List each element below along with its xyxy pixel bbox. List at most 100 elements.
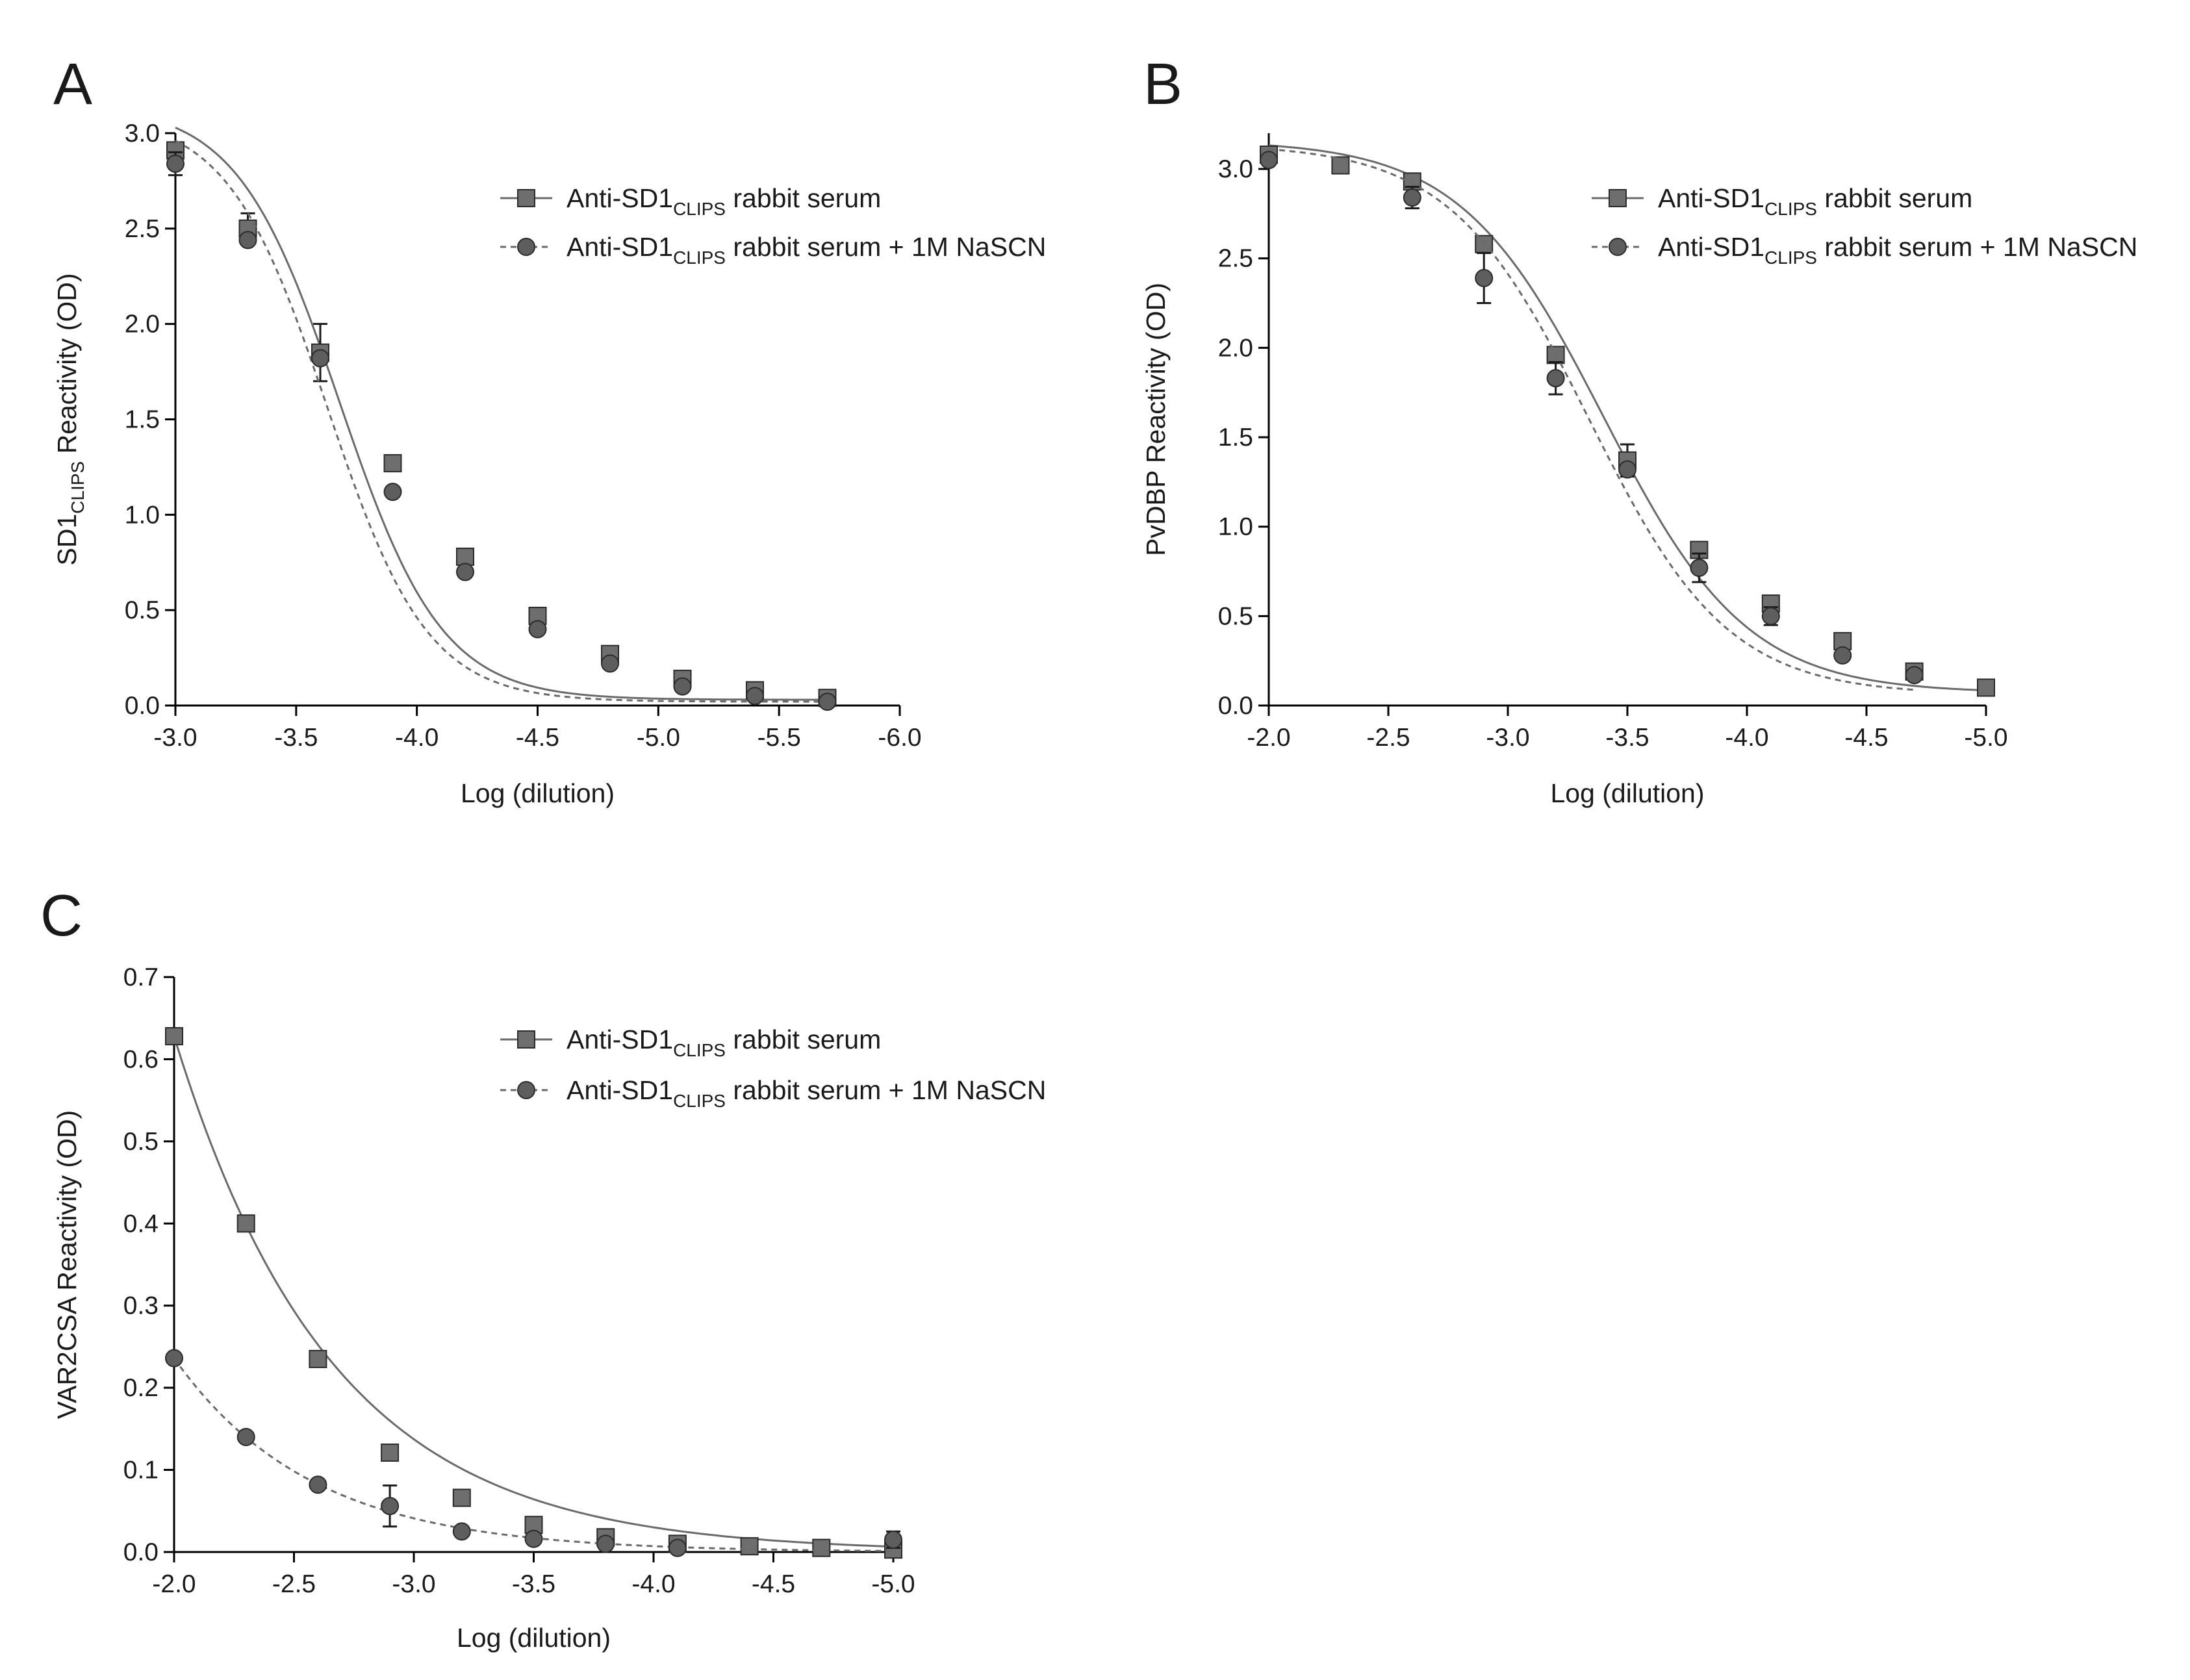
y-axis-title: VAR2CSA Reactivity (OD)	[52, 1110, 82, 1419]
data-point	[740, 1537, 759, 1556]
series-serum-nascn	[166, 140, 837, 711]
data-point	[596, 1534, 615, 1553]
x-tick-label: -2.5	[272, 1570, 316, 1598]
x-tick-label: -2.5	[1366, 724, 1410, 752]
legend-marker	[1609, 189, 1627, 207]
data-point	[601, 654, 619, 673]
x-tick-label: -5.0	[637, 724, 680, 752]
y-tick-label: 0.0	[123, 1538, 159, 1566]
y-axis-title: SD1CLIPS Reactivity (OD)	[52, 273, 88, 565]
x-tick-label: -4.0	[631, 1570, 675, 1598]
y-tick-label: 1.0	[125, 501, 160, 529]
y-tick-label: 0.6	[123, 1045, 159, 1073]
panel-letter: B	[1143, 52, 1182, 117]
data-point	[236, 1214, 255, 1233]
x-axis-title: Log (dilution)	[457, 1623, 611, 1653]
data-point	[452, 1488, 471, 1507]
data-point	[746, 687, 764, 706]
y-tick-label: 0.1	[123, 1457, 159, 1484]
fit-curve	[175, 127, 828, 701]
legend-label: Anti-SD1CLIPS rabbit serum	[567, 1025, 881, 1060]
y-tick-label: 2.5	[1218, 245, 1253, 273]
data-point	[528, 620, 547, 639]
fit-curve	[175, 140, 828, 703]
x-axis-title: Log (dilution)	[1550, 778, 1704, 808]
x-tick-label: -5.0	[871, 1570, 915, 1598]
legend-marker	[517, 238, 535, 256]
legend-marker	[517, 1030, 535, 1049]
data-point	[452, 1522, 471, 1541]
y-tick-label: 3.0	[1218, 155, 1253, 183]
x-tick-label: -6.0	[878, 724, 921, 752]
data-point	[884, 1531, 902, 1549]
data-point	[456, 547, 474, 566]
panel-a: A 0.0 0.5 1.0 1.5 2.0 2.5 3.0 -3.0 -3.5 -4.0 -4.5 -5…	[52, 52, 1046, 808]
y-tick-label: 0.0	[1218, 692, 1253, 720]
data-point	[1546, 369, 1565, 388]
y-tick-label: 2.0	[1218, 334, 1253, 362]
x-tick-label: -5.5	[758, 724, 801, 752]
y-tick-label: 0.0	[125, 692, 160, 720]
series-serum-nascn	[165, 1349, 902, 1557]
data-point	[1475, 269, 1494, 288]
x-axis-title: Log (dilution)	[461, 778, 615, 808]
y-tick-label: 0.2	[123, 1374, 159, 1402]
fit-curve	[173, 1036, 894, 1548]
legend-entry: Anti-SD1CLIPS rabbit serum	[1592, 183, 1972, 219]
legend-marker	[1609, 238, 1627, 256]
x-tick-label: -4.0	[1725, 724, 1768, 752]
data-point	[673, 677, 692, 696]
x-tick-label: -2.0	[152, 1570, 196, 1598]
series-serum-nascn	[1260, 148, 1924, 691]
y-tick-label: 1.5	[1218, 424, 1253, 452]
data-point	[165, 1027, 183, 1046]
y-axis-title: PvDBP Reactivity (OD)	[1141, 283, 1171, 556]
data-point	[812, 1538, 831, 1557]
x-tick-label: -3.0	[392, 1570, 435, 1598]
x-tick-label: -3.5	[1605, 724, 1649, 752]
fit-curve	[1268, 144, 1987, 692]
y-tick-label: 0.3	[123, 1292, 159, 1320]
data-point	[309, 1475, 327, 1494]
legend-label: Anti-SD1CLIPS rabbit serum + 1M NaSCN	[567, 1075, 1046, 1111]
legend-label: Anti-SD1CLIPS rabbit serum	[1658, 183, 1972, 219]
data-point	[381, 1497, 400, 1516]
data-point	[383, 483, 402, 502]
legend-entry: Anti-SD1CLIPS rabbit serum + 1M NaSCN	[500, 232, 1046, 268]
data-point	[1260, 151, 1278, 170]
data-point	[1403, 188, 1421, 207]
panel-c: C 0.0 0.1 0.2 0.3 0.4 0.5 0.6 0.7 -2.0 -2.5 -3.0 -3.…	[40, 884, 1046, 1653]
data-point	[383, 454, 402, 473]
x-tick-label: -3.0	[1486, 724, 1529, 752]
panel-letter: A	[53, 52, 92, 117]
data-point	[524, 1529, 543, 1548]
legend-marker	[517, 189, 535, 207]
data-point	[1905, 666, 1924, 685]
x-tick-label: -4.5	[1844, 724, 1888, 752]
legend-entry: Anti-SD1CLIPS rabbit serum + 1M NaSCN	[500, 1075, 1046, 1111]
data-point	[238, 231, 257, 249]
y-tick-label: 1.5	[125, 406, 160, 434]
series-serum	[1260, 144, 1995, 697]
data-point	[1761, 607, 1780, 626]
data-point	[381, 1444, 400, 1462]
legend-marker	[517, 1081, 535, 1099]
y-tick-label: 2.0	[125, 311, 160, 338]
data-point	[309, 1349, 327, 1368]
x-tick-label: -3.5	[512, 1570, 555, 1598]
y-tick-label: 0.7	[123, 963, 159, 991]
x-tick-label: -4.5	[752, 1570, 795, 1598]
y-tick-label: 2.5	[125, 215, 160, 243]
legend-label: Anti-SD1CLIPS rabbit serum + 1M NaSCN	[1658, 232, 2137, 268]
series-serum	[165, 1027, 902, 1559]
series-serum	[166, 127, 837, 707]
x-tick-label: -3.5	[274, 724, 318, 752]
y-tick-label: 3.0	[125, 120, 160, 147]
data-point	[236, 1428, 255, 1446]
x-tick-label: -3.0	[153, 724, 197, 752]
data-point	[456, 563, 474, 581]
legend-entry: Anti-SD1CLIPS rabbit serum	[500, 1025, 881, 1060]
legend-label: Anti-SD1CLIPS rabbit serum + 1M NaSCN	[567, 232, 1046, 268]
x-tick-label: -4.0	[395, 724, 439, 752]
